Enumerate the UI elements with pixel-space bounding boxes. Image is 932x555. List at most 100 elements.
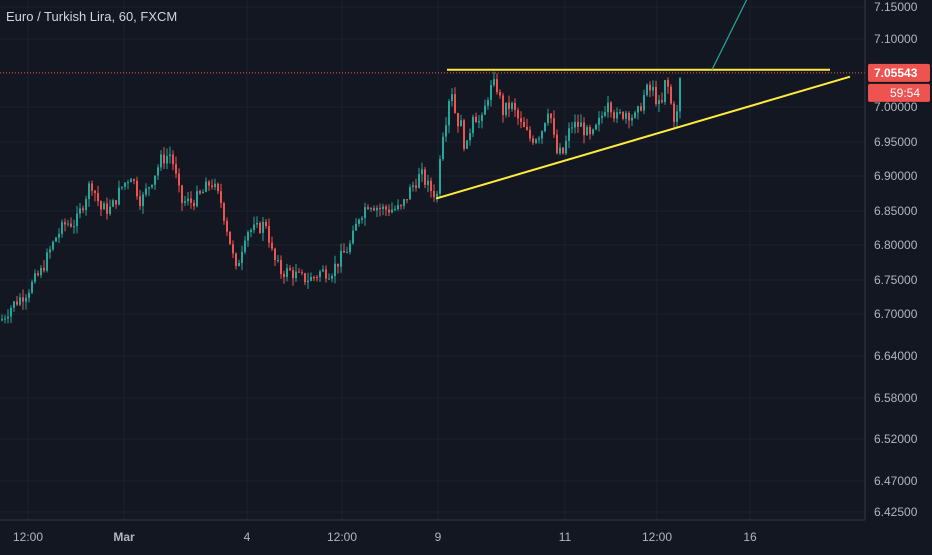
candle-body — [181, 185, 183, 203]
candle-body — [517, 110, 519, 119]
candle-body — [91, 183, 93, 191]
candle-body — [538, 138, 540, 140]
candle-body — [292, 270, 294, 279]
candle-body — [571, 127, 573, 129]
candle-body — [400, 205, 402, 207]
candle-body — [190, 198, 192, 203]
time-tick-label: 9 — [435, 530, 442, 544]
candle-body — [88, 183, 90, 200]
candle-body — [25, 297, 27, 302]
candle-body — [634, 112, 636, 118]
candle-body — [622, 111, 624, 119]
candle-body — [214, 183, 216, 187]
candle-body — [574, 121, 576, 128]
candle-body — [361, 217, 363, 220]
candle-body — [520, 118, 522, 122]
candle-body — [346, 252, 348, 254]
candle-body — [331, 276, 333, 279]
candle-body — [544, 122, 546, 132]
candle-body — [337, 263, 339, 267]
candle-body — [433, 191, 435, 198]
candle-body — [43, 267, 45, 271]
candle-body — [604, 112, 606, 116]
candle-body — [289, 268, 291, 271]
candle-body — [232, 244, 234, 254]
countdown-badge — [868, 83, 930, 102]
candle-body — [460, 120, 462, 127]
candle-body — [568, 128, 570, 141]
candle-body — [307, 280, 309, 283]
candle-body — [436, 193, 438, 198]
price-tick-label: 6.64000 — [874, 349, 918, 363]
candle-body — [322, 269, 324, 272]
candle-body — [679, 78, 681, 112]
candle-body — [583, 122, 585, 136]
candle-body — [505, 102, 507, 115]
candle-body — [175, 164, 177, 174]
candle-body — [238, 263, 240, 267]
candle-body — [97, 193, 99, 202]
time-tick-label: 12:00 — [13, 530, 43, 544]
price-tick-label: 6.90000 — [874, 169, 918, 183]
candle-body — [553, 118, 555, 135]
candle-body — [613, 112, 615, 119]
candle-body — [205, 181, 207, 192]
candle-body — [562, 147, 564, 154]
candle-body — [490, 84, 492, 101]
candle-body — [100, 201, 102, 210]
candle-body — [151, 184, 153, 188]
candle-body — [457, 112, 459, 127]
candle-body — [298, 271, 300, 273]
candle-body — [559, 147, 561, 154]
candle-body — [124, 182, 126, 187]
candle-body — [199, 191, 201, 194]
price-tick-label: 6.80000 — [874, 238, 918, 252]
candle-body — [121, 186, 123, 188]
candle-body — [157, 167, 159, 176]
candle-body — [136, 180, 138, 197]
candle-body — [253, 224, 255, 231]
candle-body — [424, 169, 426, 185]
chart-title: Euro / Turkish Lira, 60, FXCM — [6, 9, 178, 24]
candle-body — [286, 268, 288, 277]
candle-body — [652, 86, 654, 91]
candle-body — [442, 136, 444, 159]
candle-body — [481, 114, 483, 122]
candle-body — [514, 102, 516, 111]
candle-body — [367, 207, 369, 210]
candle-body — [349, 243, 351, 253]
candle-body — [565, 140, 567, 154]
candle-body — [295, 271, 297, 279]
candle-body — [235, 253, 237, 267]
candle-body — [676, 111, 678, 123]
candle-body — [478, 121, 480, 123]
candle-body — [73, 226, 75, 228]
candle-body — [535, 139, 537, 143]
candle-body — [226, 220, 228, 232]
candle-body — [664, 80, 666, 103]
candle-body — [202, 191, 204, 194]
candle-body — [259, 222, 261, 233]
candle-body — [418, 174, 420, 188]
candle-body — [379, 207, 381, 209]
candle-body — [628, 112, 630, 121]
candle-body — [670, 86, 672, 104]
countdown-label: 59:54 — [890, 86, 920, 100]
candle-body — [256, 222, 258, 225]
candle-body — [619, 111, 621, 113]
time-tick-label: 12:00 — [642, 530, 672, 544]
candle-body — [448, 101, 450, 126]
price-tick-label: 6.95000 — [874, 135, 918, 149]
candle-body — [130, 179, 132, 183]
candle-body — [79, 208, 81, 214]
candle-body — [223, 203, 225, 221]
candle-body — [406, 199, 408, 201]
candle-body — [625, 112, 627, 119]
candle-body — [673, 103, 675, 123]
candle-body — [415, 185, 417, 188]
candle-body — [112, 200, 114, 207]
candle-body — [127, 182, 129, 184]
candle-body — [403, 199, 405, 206]
